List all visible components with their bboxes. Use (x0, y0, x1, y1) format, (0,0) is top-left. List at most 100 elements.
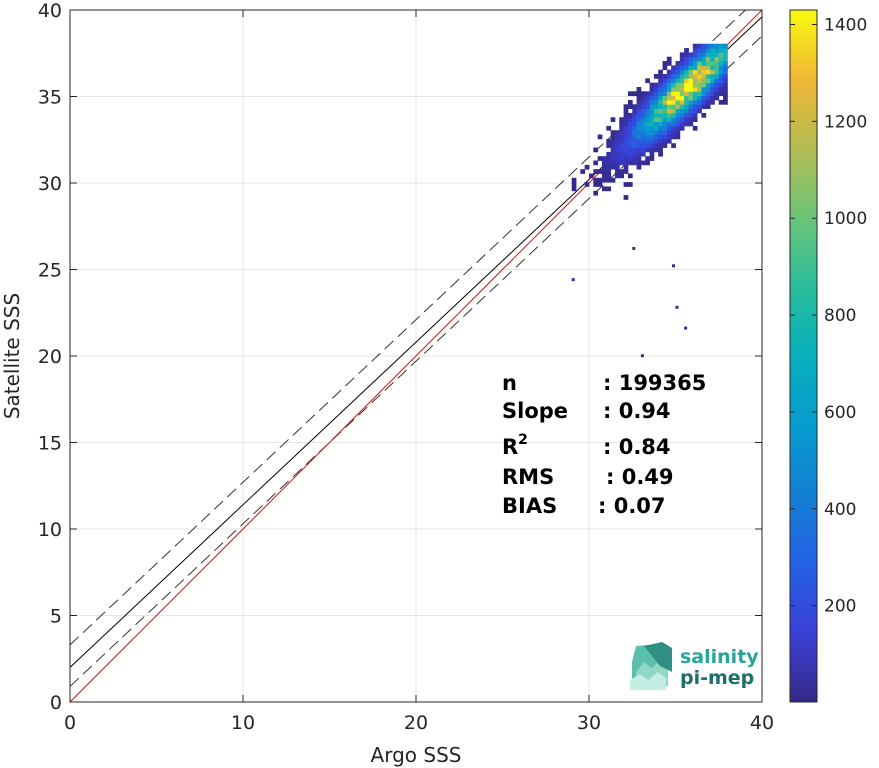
density-cell (666, 95, 672, 101)
density-cell (584, 164, 590, 170)
density-cell (701, 86, 707, 92)
density-cell (606, 143, 612, 148)
density-cell (710, 82, 715, 88)
density-cell (653, 121, 659, 127)
density-cell (688, 121, 694, 127)
density-cell (627, 130, 633, 135)
density-cell (718, 61, 724, 66)
density-cell (714, 91, 720, 97)
density-cell (684, 78, 689, 84)
density-cell (718, 86, 724, 92)
density-cell (701, 48, 707, 53)
logo-text-salinity: salinity (680, 646, 759, 668)
density-cell (688, 61, 694, 66)
density-cell (697, 52, 702, 58)
density-cell (710, 74, 715, 79)
density-cell (623, 195, 629, 200)
density-cell (705, 56, 711, 62)
density-cell (606, 160, 612, 166)
density-cell (627, 99, 633, 105)
density-cell (692, 99, 698, 105)
density-cell (688, 117, 694, 122)
density-cell (705, 78, 711, 84)
density-cell (684, 104, 689, 110)
density-cell (705, 43, 711, 49)
density-cell (692, 82, 698, 88)
density-cell (610, 160, 616, 166)
density-cell (653, 108, 659, 114)
density-cell (636, 143, 642, 148)
density-cell (593, 182, 599, 187)
density-cell (701, 95, 707, 101)
density-cell (675, 86, 681, 92)
density-cell (645, 143, 650, 148)
density-cell (649, 117, 655, 122)
density-cell (679, 69, 685, 75)
density-cell (675, 130, 681, 135)
density-cell (679, 108, 685, 114)
density-cell (623, 112, 629, 118)
stat-label: BIAS (502, 494, 557, 518)
density-cell (692, 65, 698, 71)
density-cell (701, 99, 707, 105)
density-cell (614, 156, 620, 161)
density-cell (658, 108, 663, 114)
density-cell (718, 48, 724, 53)
density-cell (623, 160, 629, 166)
density-cell (679, 56, 685, 62)
density-cell (636, 99, 642, 105)
density-cell (645, 117, 650, 122)
density-cell (614, 164, 620, 170)
density-cell (723, 91, 728, 97)
density-cell (658, 134, 663, 140)
density-cell (623, 143, 629, 148)
stat-value: : 0.49 (606, 465, 674, 489)
density-cell (688, 104, 694, 110)
density-cell (649, 108, 655, 114)
density-cell (671, 130, 676, 135)
density-cell (679, 91, 685, 97)
density-cell (658, 138, 663, 144)
density-cell (610, 130, 616, 135)
density-cell (662, 95, 668, 101)
density-cell (606, 186, 612, 192)
density-cell (601, 186, 607, 192)
density-cell (679, 74, 685, 79)
outlier-point (672, 264, 676, 268)
density-cell (640, 108, 646, 114)
density-cell (636, 147, 642, 153)
density-cell (627, 112, 633, 118)
density-cell (666, 86, 672, 92)
density-cell (645, 130, 650, 135)
density-cell (653, 95, 659, 101)
density-cell (666, 82, 672, 88)
density-cell (636, 160, 642, 166)
density-cell (675, 82, 681, 88)
density-cell (679, 95, 685, 101)
density-cell (649, 82, 655, 88)
density-cell (666, 99, 672, 105)
density-cell (649, 130, 655, 135)
density-cell (679, 112, 685, 118)
density-cell (701, 104, 707, 110)
density-cell (597, 169, 603, 174)
density-cell (640, 160, 646, 166)
density-cell (705, 65, 711, 71)
density-cell (640, 99, 646, 105)
density-cell (649, 95, 655, 101)
density-cell (671, 95, 676, 101)
density-cell (640, 117, 646, 122)
density-cell (675, 108, 681, 114)
density-cell (653, 125, 659, 131)
density-cell (653, 134, 659, 140)
density-cell (710, 95, 715, 101)
density-cell (688, 108, 694, 114)
density-cell (662, 130, 668, 135)
density-cell (684, 74, 689, 79)
outlier-point (571, 278, 575, 282)
density-cell (688, 112, 694, 118)
density-cell (601, 160, 607, 166)
density-cell (666, 121, 672, 127)
density-cell (697, 99, 702, 105)
density-cell (662, 82, 668, 88)
